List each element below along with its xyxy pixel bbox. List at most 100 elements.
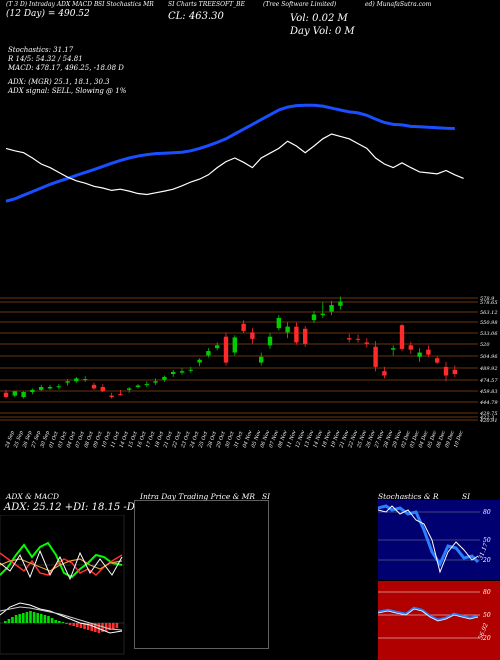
- price-levels: [0, 297, 478, 421]
- candle-body: [171, 371, 176, 375]
- candle-body: [250, 332, 255, 339]
- price-axis-label: 474.57: [479, 378, 498, 384]
- candle-body: [452, 369, 457, 375]
- header-day-vol: Day Vol: 0 M: [290, 26, 355, 37]
- date-label: 07 Oct: [75, 430, 87, 449]
- macd-bar: [7, 619, 11, 623]
- candle-body: [127, 388, 132, 390]
- candle-body: [56, 386, 61, 388]
- candle-body: [3, 392, 9, 398]
- candle-body: [408, 345, 413, 350]
- candle-body: [355, 338, 361, 340]
- intra-panel-title: Intra Day Trading Price & MR: [140, 492, 256, 501]
- candle-body: [373, 346, 378, 367]
- macd-bar: [32, 612, 36, 623]
- macd-bar: [43, 615, 47, 623]
- date-label: 09 Dec: [444, 430, 456, 449]
- date-label: 12 Nov: [295, 429, 307, 448]
- macd-bar: [50, 618, 54, 623]
- date-label: 18 Oct: [154, 430, 166, 449]
- candle-body: [188, 369, 193, 371]
- candle-body: [435, 358, 440, 363]
- candle-body: [417, 352, 422, 357]
- stoch-d-line: [378, 505, 479, 574]
- info-adx: ADX: (MGR) 25.1, 18.1, 30.3: [8, 78, 110, 86]
- macd-bar: [104, 623, 108, 631]
- candle-body: [294, 326, 299, 343]
- candle-body: [443, 366, 449, 376]
- moving-average-line: [5, 103, 455, 203]
- date-label: 07 Nov: [268, 429, 280, 448]
- candle-body: [100, 387, 105, 392]
- date-label: 03 Oct: [57, 430, 69, 449]
- macd-bar: [72, 623, 75, 626]
- header-vol: Vol: 0.02 M: [290, 13, 348, 24]
- stoch-panel-title: Stochastics & R: [378, 492, 439, 501]
- date-label: 04 Dec: [418, 430, 430, 449]
- candle-body: [30, 389, 35, 393]
- macd-bar: [112, 623, 115, 629]
- candle-body: [329, 305, 334, 312]
- macd-bar: [22, 613, 25, 623]
- candle-body: [320, 313, 325, 316]
- rsi-line-white: [378, 608, 479, 622]
- date-label: 15 Oct: [127, 430, 139, 449]
- candle-body: [276, 318, 281, 329]
- stoch-level-20: 20: [482, 557, 491, 564]
- price-axis-label: 420.91: [479, 418, 498, 424]
- date-label: 09 Oct: [92, 430, 104, 449]
- header-company: (Tree Software Limited): [263, 1, 337, 8]
- candle-body: [223, 336, 229, 363]
- candle-body: [65, 381, 70, 383]
- candle-body: [364, 342, 369, 344]
- macd-signal-line: [0, 606, 123, 631]
- candle-body: [153, 381, 158, 383]
- candle-body: [399, 325, 405, 349]
- date-label: 14 Oct: [119, 430, 131, 449]
- adx-macd-panel: [0, 515, 125, 655]
- date-label: 10 Dec: [453, 430, 465, 449]
- indicator-lines: [5, 103, 464, 203]
- price-axis-label: 504.96: [480, 354, 498, 360]
- price-line: [5, 133, 464, 196]
- macd-bar: [76, 623, 79, 627]
- macd-bar: [90, 623, 93, 631]
- macd-bar: [83, 623, 86, 629]
- candle-body: [347, 338, 352, 340]
- date-label: 11 Nov: [286, 429, 298, 448]
- candle-body: [285, 326, 290, 333]
- macd-bar: [86, 623, 90, 630]
- price-axis-label: 578.65: [480, 300, 498, 306]
- date-label: 10 Oct: [101, 430, 113, 449]
- date-label: 16 Oct: [136, 430, 148, 449]
- candles: [3, 296, 457, 399]
- header-site: ed) MunafaSutra.com: [365, 1, 432, 8]
- date-label: 11 Oct: [110, 430, 122, 449]
- candle-body: [197, 359, 202, 363]
- candle-body: [135, 385, 141, 387]
- macd-bar: [68, 623, 72, 625]
- macd-bar: [18, 614, 21, 623]
- stoch-level-80: 80: [483, 509, 491, 516]
- date-label: 30 Oct: [224, 430, 236, 449]
- macd-bar: [101, 623, 104, 632]
- info-macd: MACD: 478.17, 496.25, -18.08 D: [8, 64, 124, 72]
- date-label: 14 Nov: [312, 429, 324, 448]
- stoch-level-50: 50: [483, 537, 491, 544]
- intra-panel-title2: SI: [262, 492, 271, 501]
- price-axis-label: 459.83: [479, 389, 498, 395]
- macd-bar: [29, 611, 32, 623]
- date-label: 17 Oct: [145, 430, 157, 449]
- candle-body: [179, 371, 185, 373]
- candle-body: [267, 336, 273, 346]
- adx-plus-line: [0, 541, 123, 579]
- date-label: 01 Oct: [48, 430, 60, 449]
- price-axis-label: 563.12: [480, 310, 498, 316]
- price-axis-label: 533.06: [480, 331, 498, 337]
- candle-body: [426, 349, 431, 355]
- rsi-level-80: 80: [483, 589, 491, 596]
- adx-panel-value: ADX: 25.12 +DI: 18.15 -DI: 30.32: [4, 502, 174, 513]
- candle-body: [241, 323, 246, 331]
- stoch-k-line: [378, 504, 480, 568]
